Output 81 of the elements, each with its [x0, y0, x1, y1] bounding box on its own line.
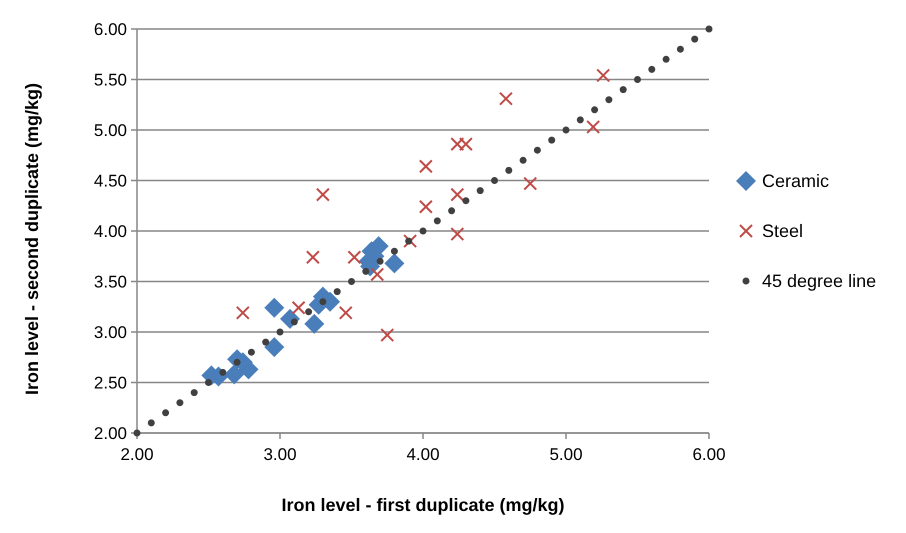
point: [662, 56, 670, 63]
point: [418, 200, 433, 214]
legend-label: Ceramic: [762, 171, 830, 191]
point: [370, 267, 384, 282]
point: [576, 116, 584, 124]
y-tick-label: 2.00: [94, 424, 127, 443]
y-tick-label: 3.00: [94, 323, 127, 342]
point: [418, 159, 433, 174]
x-axis-title: Iron level - first duplicate (mg/kg): [281, 495, 565, 515]
point: [634, 76, 641, 83]
y-tick-label: 5.50: [94, 70, 127, 90]
point: [205, 379, 212, 386]
point: [403, 234, 418, 248]
point: [148, 419, 155, 426]
point: [162, 409, 170, 416]
point: [292, 300, 306, 315]
point: [305, 308, 312, 316]
legend-label: 45 degree line: [762, 271, 876, 291]
point: [348, 278, 355, 285]
point: [450, 227, 464, 242]
point: [476, 187, 484, 194]
point: [596, 68, 610, 82]
point: [376, 258, 384, 265]
point: [523, 176, 538, 191]
point: [262, 338, 270, 346]
point: [605, 96, 612, 104]
point: [306, 250, 320, 264]
point: [384, 253, 404, 274]
point: [691, 36, 698, 43]
y-axis-title: Iron level - second duplicate (mg/kg): [22, 82, 42, 396]
point: [462, 197, 470, 204]
x-tick-label: 3.00: [263, 445, 297, 464]
point: [586, 120, 600, 134]
point: [520, 156, 527, 164]
point: [548, 136, 556, 144]
x-tick-label: 4.00: [406, 445, 440, 464]
point: [190, 389, 198, 396]
point: [450, 188, 464, 202]
point: [290, 318, 298, 326]
x-tick-label: 5.00: [549, 445, 583, 464]
point: [498, 92, 513, 106]
point: [319, 298, 326, 306]
point: [276, 328, 284, 336]
point: [264, 298, 284, 318]
y-tick-label: 4.00: [94, 222, 127, 241]
point: [264, 337, 284, 358]
point: [591, 106, 598, 114]
y-tick-label: 5.00: [94, 121, 127, 140]
point: [534, 146, 541, 154]
point: [676, 46, 684, 53]
y-tick-label: 3.50: [94, 272, 127, 292]
point: [491, 177, 498, 184]
point: [134, 430, 140, 436]
point: [505, 166, 512, 174]
point: [334, 288, 341, 296]
point: [338, 306, 353, 320]
point: [648, 66, 656, 73]
point: [224, 364, 244, 384]
point: [316, 188, 330, 202]
point: [380, 328, 394, 342]
x-tick-label: 6.00: [692, 445, 726, 464]
point: [434, 217, 441, 224]
point: [706, 26, 712, 32]
point: [248, 348, 255, 356]
point: [420, 228, 426, 234]
point: [620, 86, 627, 94]
legend-label: Steel: [762, 221, 804, 241]
point: [219, 368, 226, 376]
point: [405, 238, 412, 245]
point: [562, 126, 570, 134]
point: [236, 306, 250, 320]
point: [448, 207, 456, 214]
y-tick-label: 6.00: [94, 20, 127, 39]
point: [362, 268, 370, 275]
x-tick-label: 2.00: [120, 445, 154, 464]
y-tick-label: 4.50: [94, 172, 127, 190]
point: [304, 314, 324, 334]
point: [390, 248, 398, 255]
point: [347, 250, 362, 264]
y-tick-label: 2.50: [94, 374, 127, 392]
point: [176, 399, 184, 406]
